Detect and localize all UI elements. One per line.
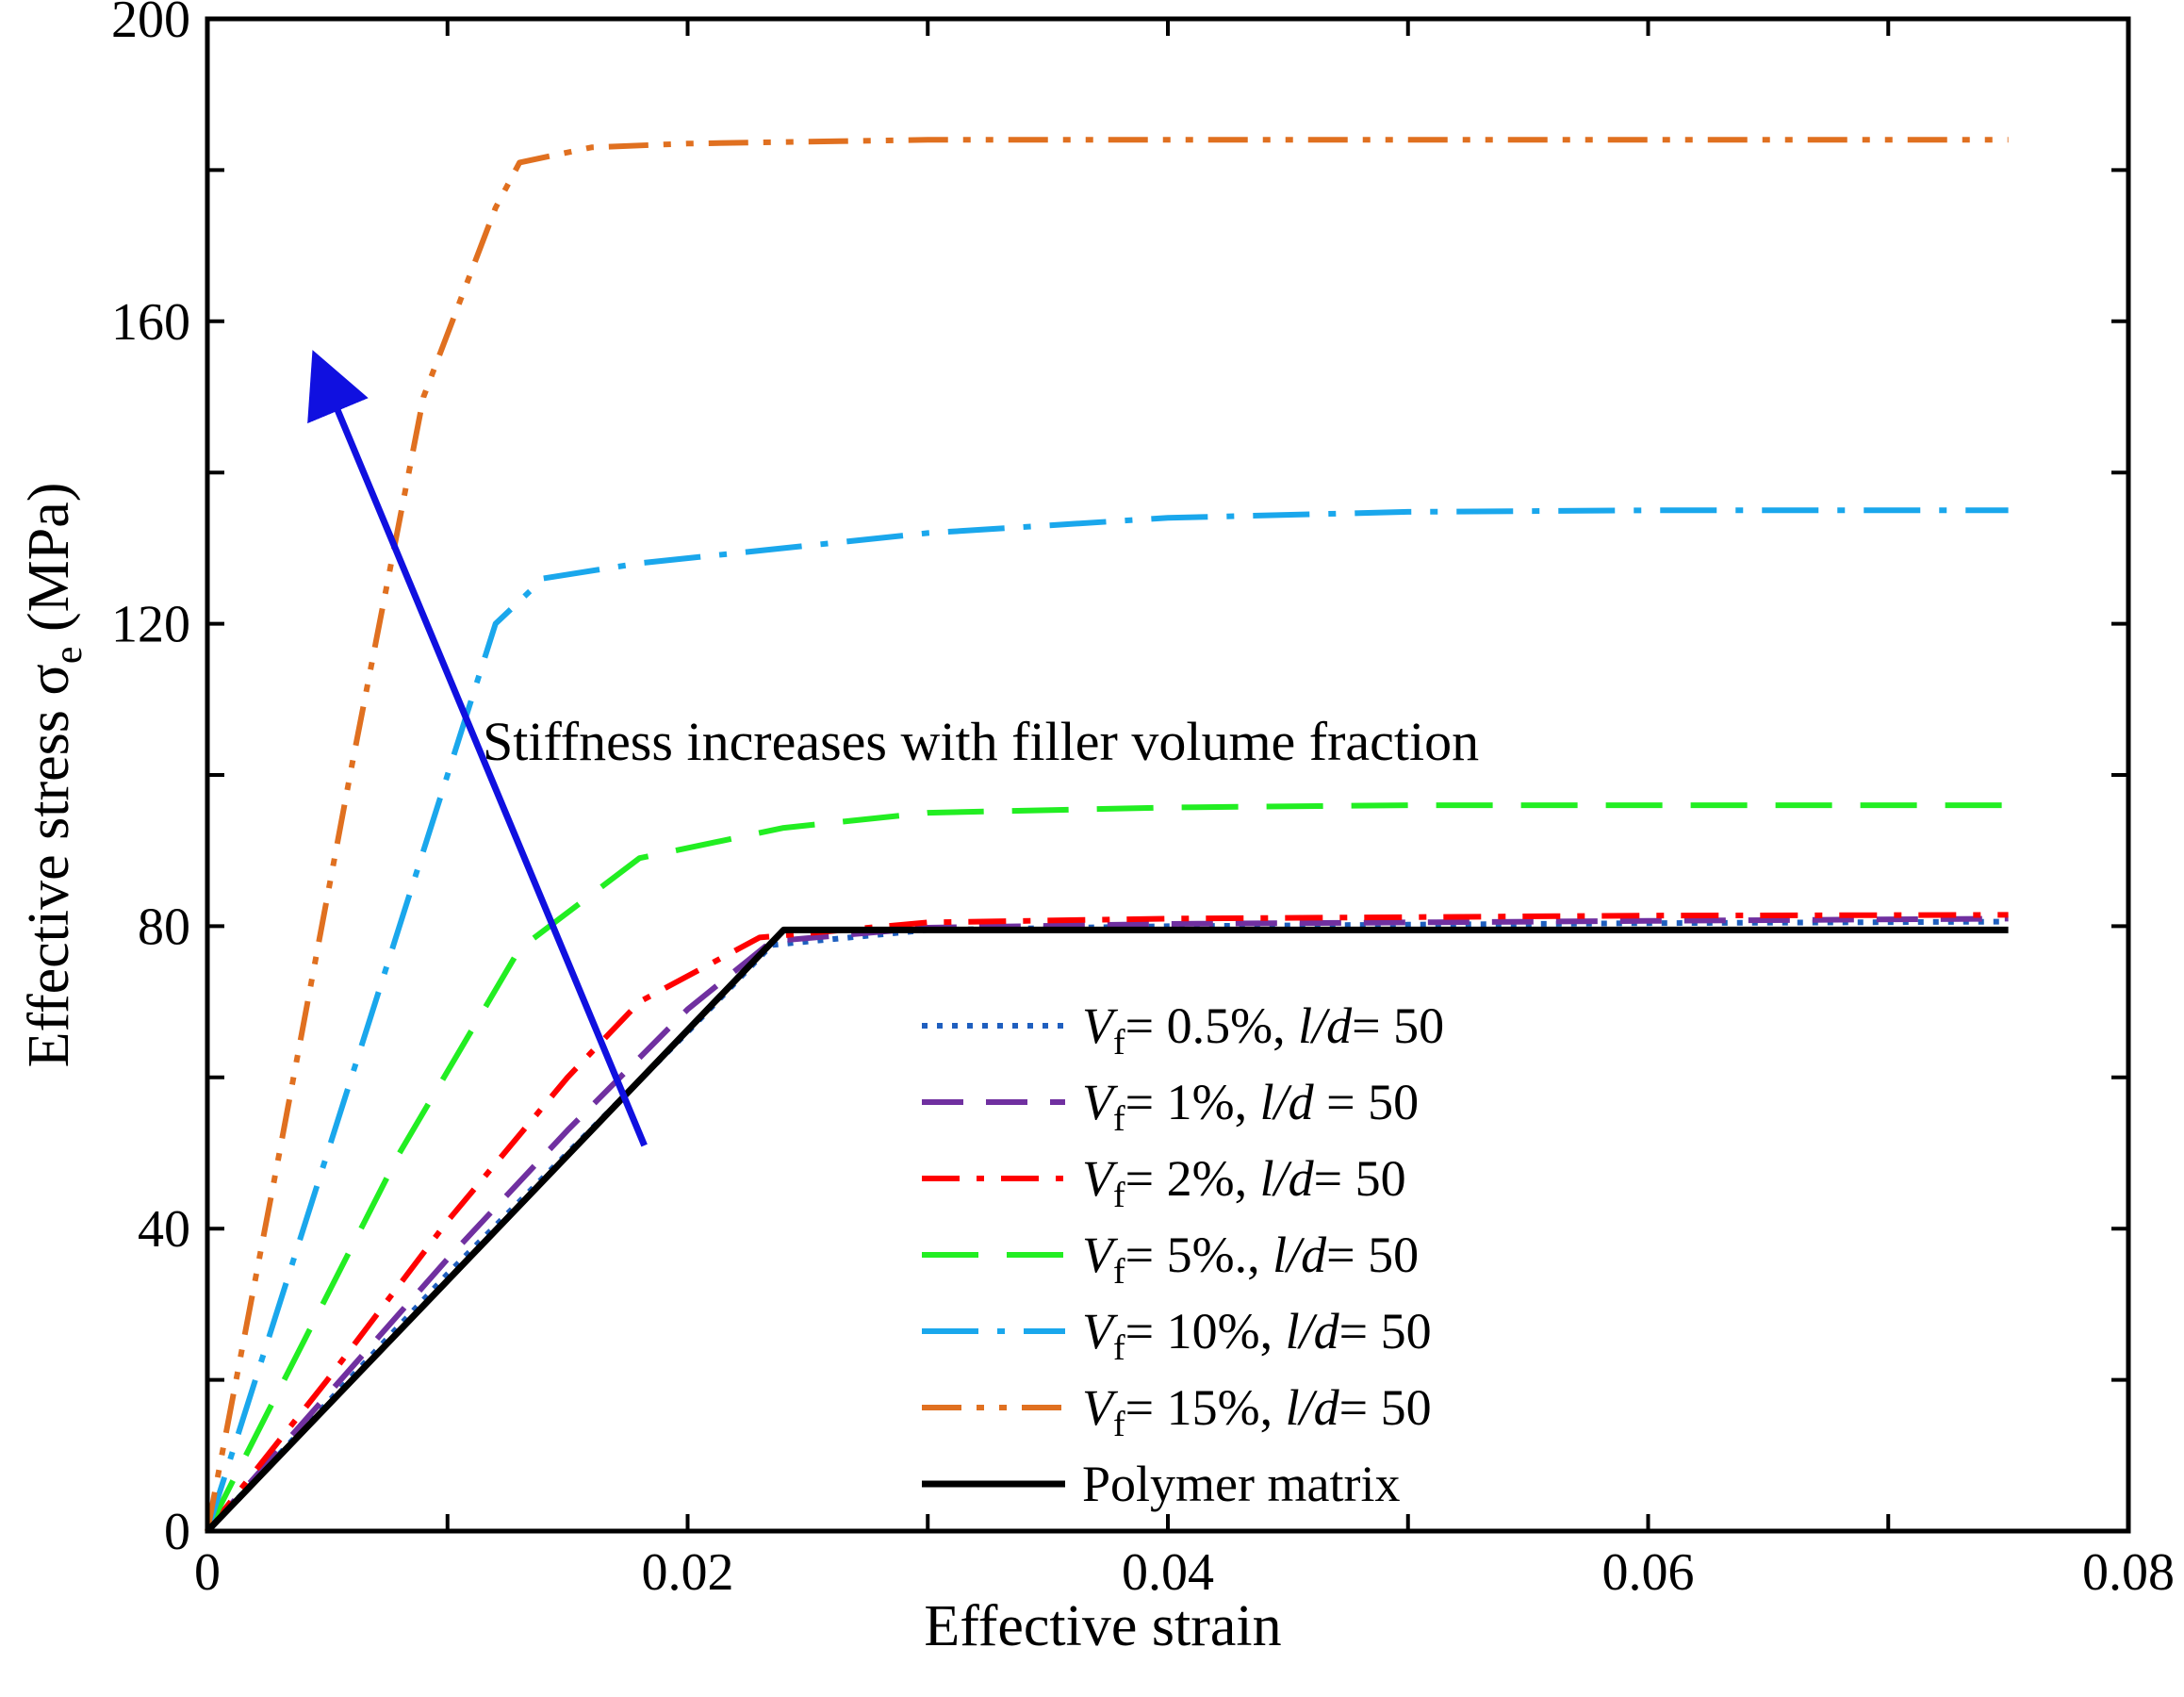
- legend-ld-value: = 50: [1352, 997, 1444, 1054]
- x-tick-label: 0.02: [642, 1543, 734, 1602]
- series-layer: [205, 137, 2009, 1534]
- x-tick-label: 0.04: [1122, 1543, 1214, 1602]
- legend-ld-symbol: l/d: [1260, 1074, 1315, 1130]
- y-tick-label: 160: [111, 293, 190, 352]
- y-axis-title-main: Effective stress σ: [17, 664, 81, 1067]
- legend-ld-value: = 50: [1314, 1074, 1419, 1130]
- legend-vf-value: = 10%,: [1125, 1303, 1286, 1359]
- legend-v-symbol: V: [1082, 1227, 1119, 1283]
- legend-ld-symbol: l/d: [1286, 1379, 1340, 1436]
- x-tick-label: 0: [194, 1543, 221, 1602]
- y-tick-label: 120: [111, 596, 190, 654]
- legend-v-symbol: V: [1082, 1074, 1119, 1130]
- legend-label-5: Vf= 10%, l/d= 50: [1082, 1303, 1432, 1368]
- legend-ld-value: = 50: [1339, 1379, 1432, 1436]
- y-tick-label: 0: [164, 1503, 190, 1561]
- y-tick-label: 40: [138, 1200, 190, 1259]
- x-tick-label: 0.06: [1602, 1543, 1695, 1602]
- legend-ld-symbol: l/d: [1286, 1303, 1340, 1359]
- legend-vf-value: = 0.5%,: [1125, 997, 1298, 1054]
- legend-v-symbol: V: [1082, 997, 1119, 1054]
- legend-label-1: Vf= 0.5%, l/d= 50: [1082, 997, 1444, 1063]
- legend-f-subscript: f: [1113, 1252, 1125, 1292]
- legend-ld-symbol: l/d: [1298, 997, 1353, 1054]
- legend-ld-symbol: l/d: [1260, 1150, 1315, 1207]
- legend-label-2: Vf= 1%, l/d = 50: [1082, 1074, 1419, 1139]
- legend-ld-value: = 50: [1326, 1227, 1419, 1283]
- legend-f-subscript: f: [1113, 1023, 1125, 1063]
- x-axis-title: Effective strain: [924, 1594, 1281, 1658]
- legend-f-subscript: f: [1113, 1176, 1125, 1215]
- legend-v-symbol: V: [1082, 1303, 1119, 1359]
- y-tick-label: 200: [111, 0, 190, 49]
- legend-f-subscript: f: [1113, 1099, 1125, 1139]
- legend-vf-value: = 15%,: [1125, 1379, 1286, 1436]
- legend-v-symbol: V: [1082, 1150, 1119, 1207]
- legend-v-symbol: V: [1082, 1379, 1119, 1436]
- legend-label-3: Vf= 2%, l/d= 50: [1082, 1150, 1406, 1215]
- y-tick-label: 80: [138, 898, 190, 956]
- legend-ld-symbol: l/d: [1273, 1227, 1327, 1283]
- annotation-layer: Stiffness increases with filler volume f…: [307, 350, 1479, 1147]
- x-tick-label: 0.08: [2082, 1543, 2175, 1602]
- legend-f-subscript: f: [1113, 1328, 1125, 1368]
- y-axis-title-subscript: e: [47, 647, 90, 665]
- legend-ld-value: = 50: [1314, 1150, 1406, 1207]
- y-axis-title: Effective stress σe (MPa): [17, 483, 90, 1068]
- legend-vf-value: = 1%,: [1125, 1074, 1260, 1130]
- annotation-arrow: [307, 350, 648, 1147]
- legend-label-6: Vf= 15%, l/d= 50: [1082, 1379, 1432, 1444]
- y-axis-title-unit: (MPa): [17, 483, 81, 647]
- legend-vf-value: = 2%,: [1125, 1150, 1260, 1207]
- series-line-4: [205, 802, 2009, 1533]
- legend-label-7: Polymer matrix: [1082, 1456, 1400, 1512]
- legend-ld-value: = 50: [1339, 1303, 1432, 1359]
- axis-ticks: 0 0.02 0.04 0.06 0.08 0 40 80 120 160 200: [111, 0, 2175, 1602]
- legend-vf-value: = 5%.,: [1125, 1227, 1273, 1283]
- series-line-6: [205, 137, 2009, 1532]
- legend-f-subscript: f: [1113, 1405, 1125, 1444]
- series-line-3: [205, 912, 2009, 1533]
- series-line-7: [205, 926, 2009, 1534]
- legend-label-4: Vf= 5%., l/d= 50: [1082, 1227, 1419, 1292]
- annotation-text: Stiffness increases with filler volume f…: [483, 711, 1479, 772]
